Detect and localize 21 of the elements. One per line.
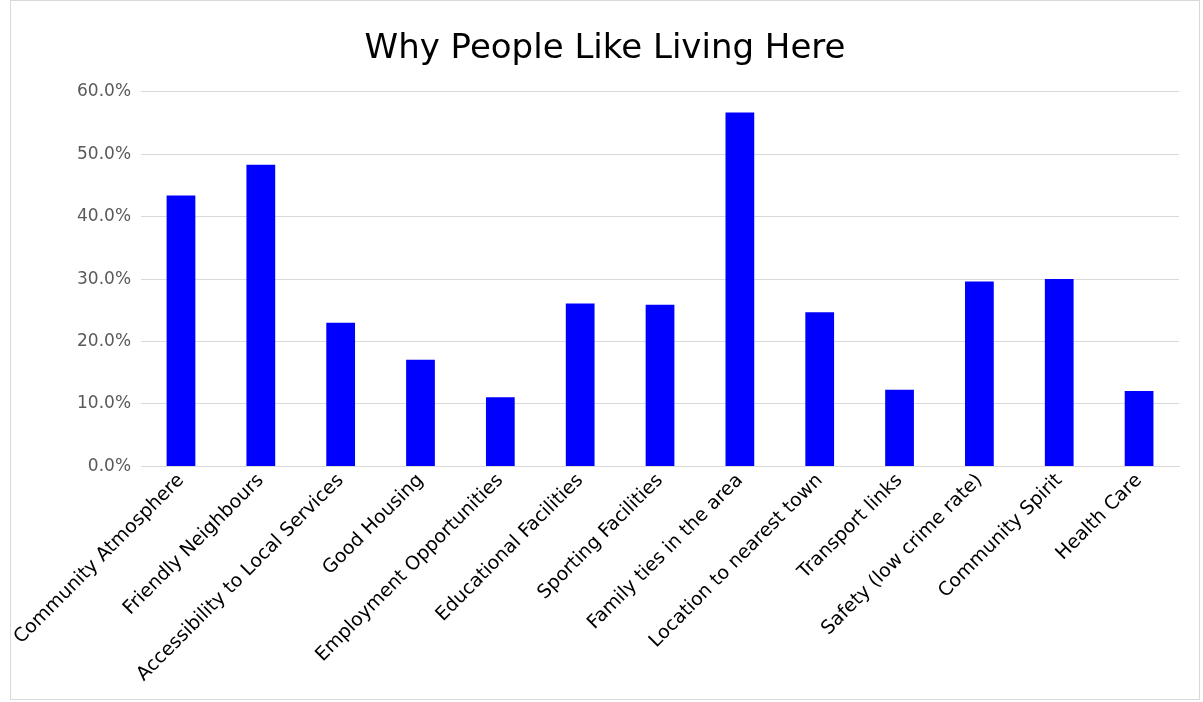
chart-title: Why People Like Living Here (364, 26, 846, 67)
bar (246, 164, 276, 466)
y-tick-label: 0.0% (87, 454, 132, 475)
bar (485, 397, 515, 466)
bar (406, 359, 435, 466)
y-tick-label: 60.0% (77, 80, 132, 101)
y-tick-label: 40.0% (77, 205, 132, 226)
bar (645, 304, 675, 466)
bar (1044, 279, 1074, 466)
y-tick-label: 20.0% (77, 329, 132, 350)
bar (565, 303, 595, 466)
bar (166, 195, 196, 466)
y-tick-label: 30.0% (77, 267, 132, 288)
bar (965, 281, 994, 466)
bar (725, 112, 755, 466)
bar (1124, 390, 1154, 466)
y-tick-label: 10.0% (77, 392, 132, 413)
bar (885, 389, 914, 466)
bar (805, 312, 835, 466)
y-tick-label: 50.0% (77, 142, 132, 163)
bar (326, 322, 356, 466)
